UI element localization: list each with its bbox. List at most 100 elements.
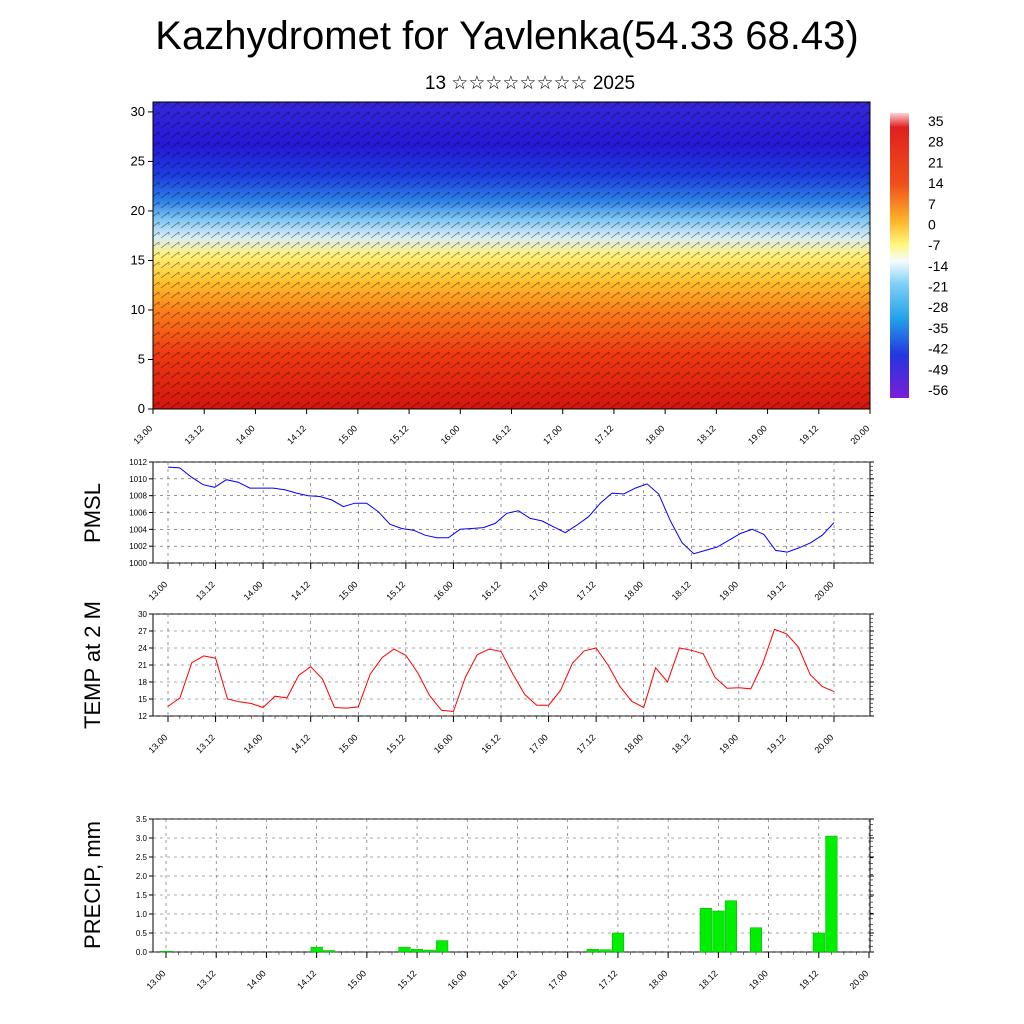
colorbar-label: -56: [928, 382, 948, 398]
precip-ytick-label: 0.5: [136, 929, 148, 938]
colorbar-label: -42: [928, 341, 948, 357]
precip-bar: [398, 946, 411, 953]
colorbar-label: -7: [928, 237, 941, 253]
pmsl-xtick-label: 18.00: [622, 579, 645, 602]
colorbar-label: 14: [928, 175, 944, 191]
precip-frame: [152, 818, 871, 953]
precip-bar: [436, 940, 449, 953]
heatmap-xtick-label: 19.00: [746, 423, 769, 446]
pmsl-xtick-label: 19.12: [765, 579, 788, 602]
precip-bar: [825, 835, 838, 953]
wind-barbs: [153, 102, 870, 409]
colorbar-label: -35: [928, 320, 948, 336]
heatmap-ytick-label: 25: [131, 153, 145, 168]
precip-xtick-label: 15.12: [395, 968, 418, 991]
heatmap-ytick-label: 10: [131, 302, 145, 317]
pmsl-xtick-label: 15.12: [384, 579, 407, 602]
pmsl-ytick-label: 1008: [129, 492, 147, 501]
temp-ytick-label: 30: [138, 610, 147, 619]
pmsl-ytick-label: 1002: [129, 542, 147, 551]
heatmap-ytick-label: 20: [131, 203, 145, 218]
temp-xtick-label: 19.00: [717, 732, 740, 755]
temp-xtick-label: 14.00: [242, 732, 265, 755]
heatmap-ytick-label: 0: [138, 401, 145, 416]
colorbar-label: 0: [928, 216, 936, 232]
pmsl-xtick-label: 13.12: [194, 579, 217, 602]
heatmap-xtick-label: 16.12: [490, 423, 513, 446]
precip-xtick-label: 14.12: [295, 968, 318, 991]
precip-bar: [699, 908, 712, 953]
heatmap-ytick-label: 5: [138, 351, 145, 366]
pmsl-xtick-label: 17.12: [575, 579, 598, 602]
pmsl-ytick-label: 1000: [129, 559, 147, 568]
temp-xtick-label: 16.12: [479, 732, 502, 755]
heatmap-xtick-label: 16.00: [439, 423, 462, 446]
precip-ytick-label: 3.0: [136, 834, 148, 843]
temp-xtick-label: 19.12: [765, 732, 788, 755]
pmsl-xtick-label: 14.12: [289, 579, 312, 602]
colorbar-label: 28: [928, 134, 944, 150]
pmsl-xtick-label: 15.00: [337, 579, 360, 602]
colorbar-label: 21: [928, 154, 944, 170]
pmsl-ytick-label: 1006: [129, 509, 147, 518]
heatmap-xtick-label: 15.00: [336, 423, 359, 446]
precip-ytick-label: 2.5: [136, 853, 148, 862]
precip-bar: [724, 900, 737, 953]
temp-ytick-label: 12: [138, 712, 147, 721]
precip-xtick-label: 13.00: [144, 968, 167, 991]
precip-xtick-label: 18.00: [647, 968, 670, 991]
temp-xtick-label: 18.12: [670, 732, 693, 755]
precip-bar: [423, 949, 436, 953]
pmsl-ylabel: PMSL: [80, 483, 105, 543]
temp-xtick-label: 13.00: [146, 732, 169, 755]
precip-xtick-label: 16.12: [496, 968, 519, 991]
heatmap-xtick-label: 17.00: [541, 423, 564, 446]
heatmap-xtick-label: 18.00: [644, 423, 667, 446]
temp-ytick-label: 18: [138, 678, 147, 687]
precip-bar: [586, 949, 599, 953]
precip-xtick-label: 18.12: [697, 968, 720, 991]
heatmap-xtick-label: 17.12: [592, 423, 615, 446]
pmsl-xtick-label: 20.00: [812, 579, 835, 602]
precip-ytick-label: 0.0: [136, 948, 148, 957]
precip-ytick-label: 1.5: [136, 891, 148, 900]
temp-ytick-label: 15: [138, 695, 147, 704]
heatmap-xtick-label: 19.12: [797, 423, 820, 446]
temp-line: [167, 628, 835, 713]
precip-ytick-label: 3.5: [136, 815, 148, 824]
colorbar-label: -21: [928, 279, 948, 295]
pmsl-xtick-label: 13.00: [146, 579, 169, 602]
heatmap-xtick-label: 20.00: [848, 423, 871, 446]
pmsl-line: [167, 466, 835, 555]
temp-ylabel: TEMP at 2 M: [80, 601, 105, 729]
precip-bar: [159, 950, 173, 953]
chart-title: Kazhydromet for Yavlenka(54.33 68.43): [155, 14, 859, 58]
heatmap-xtick-label: 15.12: [387, 423, 410, 446]
colorbar-label: -14: [928, 258, 948, 274]
precip-ylabel: PRECIP, mm: [80, 821, 105, 949]
precip-bar: [712, 910, 725, 953]
temp-xtick-label: 18.00: [622, 732, 645, 755]
precip-ytick-label: 2.0: [136, 872, 148, 881]
temp-xtick-label: 15.00: [337, 732, 360, 755]
heatmap-xtick-label: 14.00: [234, 423, 257, 446]
chart-subtitle: 13 ☆☆☆☆☆☆☆☆ 2025: [424, 73, 636, 94]
precip-xtick-label: 17.00: [546, 968, 569, 991]
pmsl-ytick-label: 1004: [129, 525, 147, 534]
precip-bar: [611, 932, 625, 953]
precip-bar: [310, 946, 323, 953]
temp-xtick-label: 13.12: [194, 732, 217, 755]
precip-bar: [323, 950, 336, 953]
pmsl-xtick-label: 19.00: [717, 579, 740, 602]
temp-xtick-label: 20.00: [812, 732, 835, 755]
precip-xtick-label: 14.00: [245, 968, 268, 991]
pmsl-xtick-label: 16.00: [432, 579, 455, 602]
heatmap-xtick-label: 14.12: [285, 423, 308, 446]
precip-bar: [812, 932, 825, 953]
colorbar-label: 35: [928, 113, 944, 129]
temp-xtick-label: 17.12: [575, 732, 598, 755]
temp-ytick-label: 21: [138, 661, 147, 670]
pmsl-ytick-label: 1012: [129, 458, 147, 467]
colorbar-label: 7: [928, 196, 936, 212]
